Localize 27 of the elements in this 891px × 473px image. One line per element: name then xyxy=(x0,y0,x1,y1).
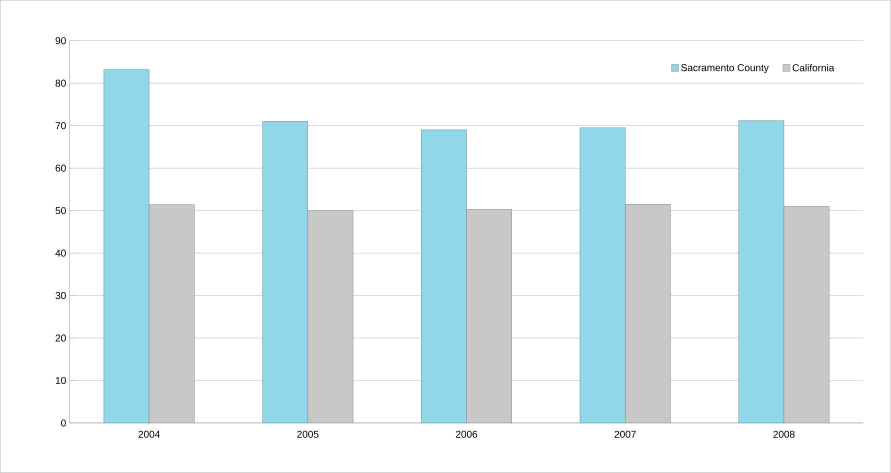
x-tick-label: 2006 xyxy=(456,430,478,438)
y-tick-label: 0 xyxy=(61,420,66,427)
bar xyxy=(625,204,671,424)
bar xyxy=(466,209,512,424)
bar xyxy=(421,130,467,424)
bar xyxy=(148,204,195,424)
bar xyxy=(738,120,784,424)
bar xyxy=(580,128,626,424)
y-tick-label: 70 xyxy=(56,122,66,130)
x-tick-label: 2008 xyxy=(773,430,795,438)
y-tick-label: 30 xyxy=(56,292,66,300)
bar xyxy=(104,70,150,424)
y-tick-label: 60 xyxy=(56,164,66,172)
y-tick-label: 80 xyxy=(56,80,66,87)
y-tick-label: 10 xyxy=(56,377,66,384)
y-tick-label: 20 xyxy=(56,334,66,342)
y-tick-label: 40 xyxy=(55,250,66,257)
bar xyxy=(784,206,830,424)
x-tick-label: 2005 xyxy=(297,430,318,438)
legend-label: California xyxy=(792,64,834,72)
bar xyxy=(308,210,354,424)
x-tick-label: 2004 xyxy=(138,430,160,438)
bar xyxy=(262,121,308,424)
legend-label: Sacramento County xyxy=(681,64,769,74)
y-tick-label: 50 xyxy=(56,207,66,214)
y-tick-label: 90 xyxy=(56,37,66,44)
x-tick-label: 2007 xyxy=(614,430,636,438)
